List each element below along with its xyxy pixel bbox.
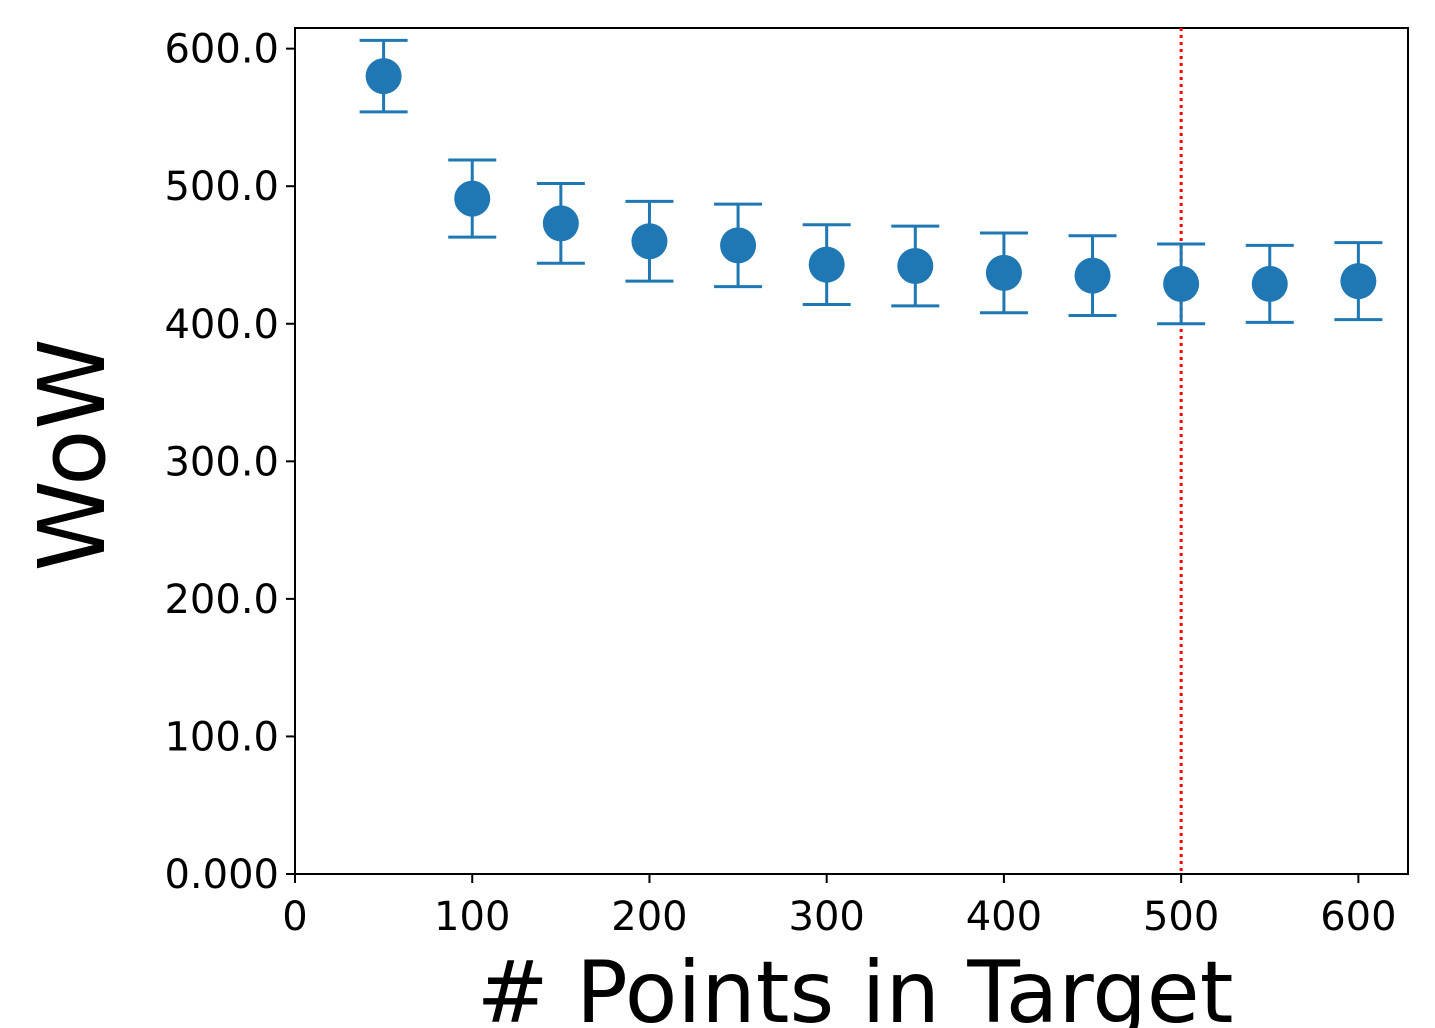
point	[454, 180, 491, 217]
y-tick-label: 0.000	[164, 852, 279, 898]
y-tick-label: 500.0	[164, 164, 279, 210]
point	[720, 227, 757, 264]
point	[542, 205, 579, 242]
point	[897, 247, 934, 284]
x-tick-label: 600	[1320, 894, 1396, 940]
plot-frame	[294, 27, 1409, 875]
y-tick-label: 600.0	[164, 27, 279, 73]
point	[365, 58, 402, 95]
x-tick-label: 400	[966, 894, 1042, 940]
y-tick-label: 200.0	[164, 577, 279, 623]
y-tick-label: 300.0	[164, 439, 279, 485]
x-tick-label: 0	[282, 894, 307, 940]
point	[1340, 263, 1377, 300]
point	[1074, 257, 1111, 294]
y-tick-label: 400.0	[164, 302, 279, 348]
point	[631, 223, 668, 260]
y-tick-label: 100.0	[164, 714, 279, 760]
point	[1163, 265, 1200, 302]
point	[808, 246, 845, 283]
point	[985, 254, 1022, 291]
x-tick-label: 200	[611, 894, 687, 940]
y-axis-label: WoW	[19, 339, 126, 572]
x-tick-label: 300	[789, 894, 865, 940]
x-axis-label: # Points in Target	[477, 943, 1234, 1028]
point	[1251, 265, 1288, 302]
x-tick-label: 100	[434, 894, 510, 940]
x-tick-label: 500	[1143, 894, 1219, 940]
